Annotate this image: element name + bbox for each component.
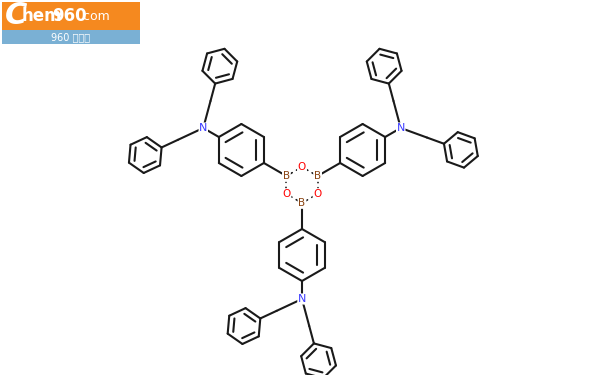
Text: O: O <box>313 189 322 199</box>
Text: C: C <box>5 2 27 30</box>
FancyBboxPatch shape <box>2 2 140 30</box>
Text: hem: hem <box>22 7 62 25</box>
FancyBboxPatch shape <box>2 30 140 44</box>
Text: B: B <box>298 198 306 208</box>
Text: 960 化工网: 960 化工网 <box>51 32 91 42</box>
Text: B: B <box>314 171 321 181</box>
Text: B: B <box>283 171 290 181</box>
Text: N: N <box>199 123 208 133</box>
Text: O: O <box>298 162 306 172</box>
Text: .com: .com <box>80 9 111 22</box>
Text: N: N <box>298 294 306 304</box>
Text: O: O <box>283 189 290 199</box>
Text: N: N <box>396 123 405 133</box>
Text: 960: 960 <box>52 7 87 25</box>
